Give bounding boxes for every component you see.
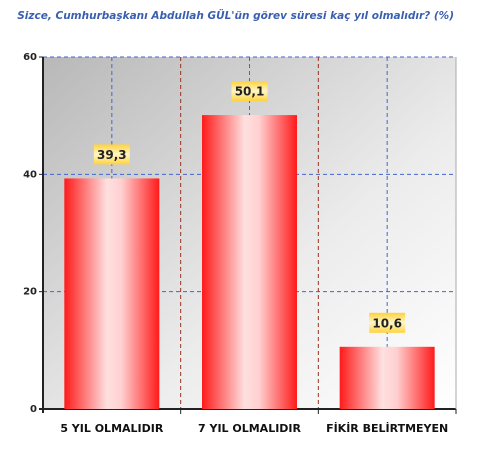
value-label-box (369, 312, 406, 333)
chart-title: Sizce, Cumhurbaşkanı Abdullah GÜL'ün gör… (17, 8, 454, 22)
x-tick-label: 5 YIL OLMALIDIR (60, 422, 164, 435)
bar (339, 346, 435, 409)
x-tick-label: FİKİR BELİRTMEYEN (326, 421, 448, 435)
bar (64, 178, 160, 409)
y-tick-label: 40 (23, 169, 37, 180)
value-label: 39,3 (97, 148, 127, 162)
y-tick-label: 60 (23, 52, 37, 63)
value-label: 50,1 (235, 85, 265, 99)
y-tick-label: 0 (30, 404, 37, 415)
x-tick-label: 7 YIL OLMALIDIR (198, 422, 302, 435)
y-tick-label: 20 (23, 287, 37, 298)
bar (202, 115, 297, 409)
value-label-box (231, 81, 268, 102)
value-label: 10,6 (372, 316, 402, 330)
value-label-box (93, 144, 130, 165)
